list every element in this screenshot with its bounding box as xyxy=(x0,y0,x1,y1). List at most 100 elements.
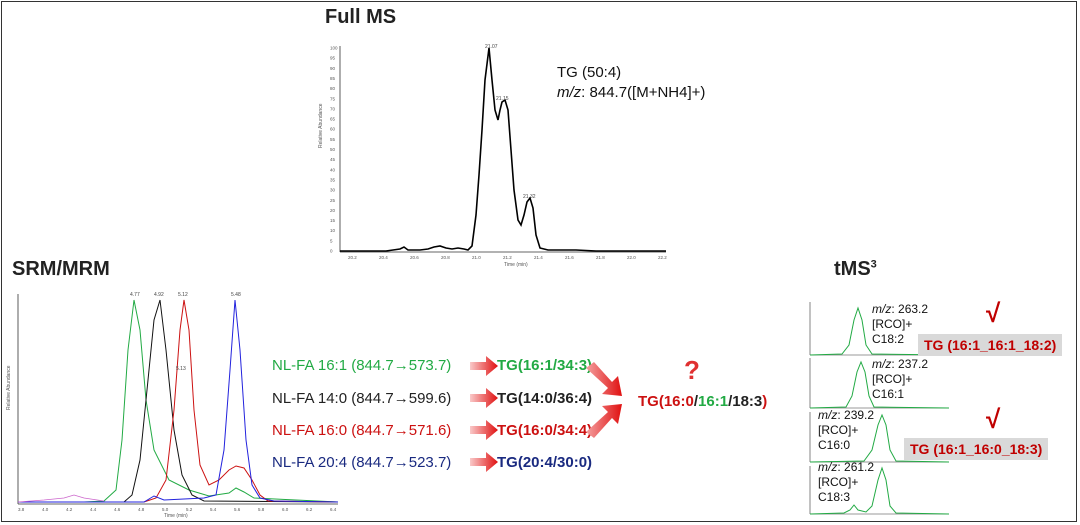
tick-label: 21.6 xyxy=(565,255,574,260)
combined-suffix: ) xyxy=(762,393,768,410)
transition-label-2: NL-FA 14:0 (844.7→599.6) xyxy=(272,390,452,407)
tick-label: 4.6 xyxy=(114,507,121,512)
mz-value: 237.2 xyxy=(898,357,929,371)
ion-label: [RCO]+ xyxy=(872,317,913,331)
srm-xticks: 3.8 4.0 4.2 4.4 4.6 4.8 5.0 5.2 5.4 5.6 5.8 6.0 6.2 6… xyxy=(18,507,337,512)
tms3-panel-2 xyxy=(809,358,950,409)
tms3-title-sup: 3 xyxy=(870,258,877,271)
tg-candidate-4: TG(20:4/30:0) xyxy=(497,454,593,471)
tick-label: 75 xyxy=(330,96,336,101)
tg-candidate-2: TG(14:0/36:4) xyxy=(497,390,593,407)
full-ms-yticks: 0 5 10 15 20 25 30 35 40 45 50 55 60 65 70 75 80 85 90 95 10… xyxy=(330,46,338,254)
srm-trace-blue xyxy=(18,299,339,503)
srm-trace-red xyxy=(18,299,339,503)
arrow-right-icon xyxy=(470,388,498,408)
arrow-right-icon xyxy=(470,356,498,376)
tick-label: 22.0 xyxy=(627,255,636,260)
mz-value: : 844.7([M+NH4]+) xyxy=(581,84,706,101)
full-ms-mz-label: m/z: 844.7([M+NH4]+) xyxy=(557,84,705,101)
srm-peak-label-4: 5.48 xyxy=(231,292,241,298)
tick-label: 45 xyxy=(330,157,336,162)
merge-arrows xyxy=(586,362,622,438)
combined-fa-3: 18:3 xyxy=(732,393,763,410)
tick-label: 6.0 xyxy=(282,507,289,512)
tick-label: 20.2 xyxy=(348,255,357,260)
arrow-right-icon xyxy=(470,420,498,440)
tick-label: 65 xyxy=(330,117,336,122)
fa-label: C18:2 xyxy=(872,332,905,346)
full-ms-peak-label-3: 21.32 xyxy=(523,194,536,200)
combined-sep-1: / xyxy=(693,393,699,410)
check-icon: √ xyxy=(986,298,1001,328)
tick-label: 100 xyxy=(330,46,338,51)
srm-peak-label-1: 4.77 xyxy=(130,292,140,298)
tick-label: 4.4 xyxy=(90,507,97,512)
tick-label: 25 xyxy=(330,198,336,203)
tick-label: 15 xyxy=(330,218,336,223)
tick-label: 6.4 xyxy=(330,507,337,512)
tick-label: 10 xyxy=(330,228,336,233)
tick-label: 55 xyxy=(330,137,336,142)
transition-label-1: NL-FA 16:1 (844.7→573.7) xyxy=(272,357,452,374)
tick-label: 85 xyxy=(330,76,336,81)
combined-fa-2: 16:1 xyxy=(698,393,729,410)
panel-trace xyxy=(809,466,950,515)
full-ms-title: Full MS xyxy=(325,6,397,28)
full-ms-peak-label-1: 21.07 xyxy=(485,44,498,50)
transition-label-4: NL-FA 20:4 (844.7→523.7) xyxy=(272,454,452,471)
tick-label: 21.2 xyxy=(503,255,512,260)
ion-label: [RCO]+ xyxy=(818,475,859,489)
tick-label: 20.6 xyxy=(410,255,419,260)
combined-prefix: TG( xyxy=(638,393,664,410)
tick-label: 21.0 xyxy=(472,255,481,260)
tick-label: 40 xyxy=(330,167,336,172)
panel-trace xyxy=(809,360,950,409)
full-ms-ylabel: Relative Abundance xyxy=(318,103,324,148)
panel-trace xyxy=(809,413,950,463)
combined-tg: TG(16:0/16:1/18:3) xyxy=(638,393,767,410)
tick-label: 70 xyxy=(330,106,336,111)
tms3-annot-3: m/z: 239.2 [RCO]+ C16:0 xyxy=(818,408,875,452)
srm-trace-black xyxy=(18,299,339,503)
ion-label: [RCO]+ xyxy=(818,423,859,437)
tick-label: 60 xyxy=(330,127,336,132)
arrow-down-right-icon xyxy=(586,362,622,396)
tick-label: 90 xyxy=(330,66,336,71)
tms3-panel-3 xyxy=(809,412,950,463)
mz-value: 239.2 xyxy=(844,408,875,422)
arrow-up-right-icon xyxy=(586,404,622,438)
tick-label: 3.8 xyxy=(18,507,25,512)
tick-label: 4.8 xyxy=(138,507,145,512)
tick-label: 5.2 xyxy=(186,507,193,512)
tms3-annot-2: m/z: 237.2 [RCO]+ C16:1 xyxy=(872,357,929,401)
tick-label: 6.2 xyxy=(306,507,313,512)
combined-fa-1: 16:0 xyxy=(663,393,694,410)
tms3-title: tMS3 xyxy=(834,258,877,281)
tick-label: 80 xyxy=(330,86,336,91)
mz-italic: m/z xyxy=(872,302,892,316)
tick-label: 20 xyxy=(330,208,336,213)
srm-ylabel: Relative Abundance xyxy=(6,365,12,410)
tg-candidate-1: TG(16:1/34:3) xyxy=(497,357,593,374)
arrow-right-icon xyxy=(470,452,498,472)
fa-label: C16:0 xyxy=(818,438,851,452)
mz-italic: m/z xyxy=(818,408,838,422)
ion-label: [RCO]+ xyxy=(872,372,913,386)
full-ms-xticks: 20.2 20.4 20.6 20.8 21.0 21.2 21.4 21.6 21.8 22.0… xyxy=(348,255,667,260)
tg-candidate-3: TG(16:0/34:4) xyxy=(497,422,593,439)
mz-value: 263.2 xyxy=(898,302,929,316)
tms3-panel-4 xyxy=(809,466,950,515)
fa-label: C18:3 xyxy=(818,490,851,504)
tick-label: 95 xyxy=(330,56,336,61)
tick-label: 4.0 xyxy=(42,507,49,512)
mz-italic: m/z xyxy=(557,84,582,101)
full-ms-peak-label-2: 21.15 xyxy=(496,96,509,102)
tick-label: 5.8 xyxy=(258,507,265,512)
full-ms-chart: Relative Abundance 0 5 10 15 20 25 30 35 40 45 50 5… xyxy=(318,44,667,268)
full-ms-xlabel: Time (min) xyxy=(504,262,528,268)
tick-label: 30 xyxy=(330,188,336,193)
mz-italic: m/z xyxy=(872,357,892,371)
question-mark: ? xyxy=(684,355,700,385)
tick-label: 5.0 xyxy=(162,507,169,512)
